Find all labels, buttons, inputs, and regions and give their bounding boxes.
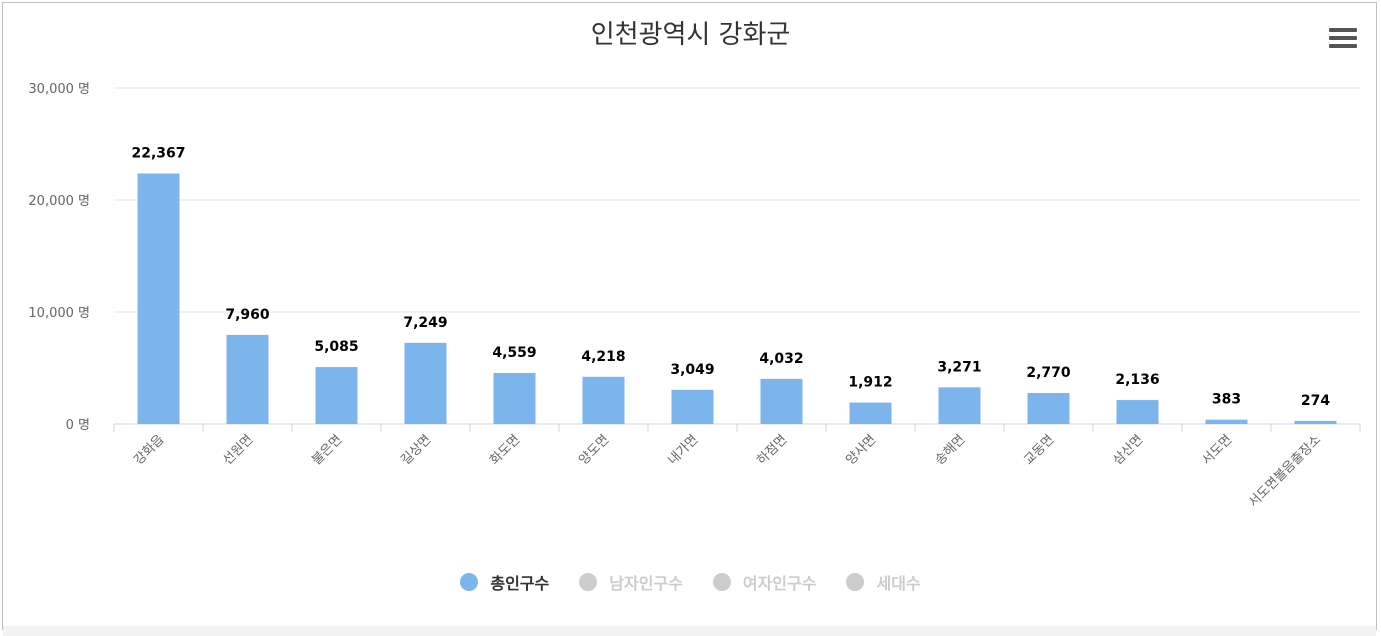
x-tick-label: 하점면 — [754, 432, 790, 468]
legend-item[interactable]: 세대수 — [846, 570, 921, 594]
x-tick-label: 선원면 — [220, 432, 256, 468]
bar — [315, 367, 358, 424]
data-label: 3,271 — [937, 359, 981, 375]
chart-plot: 0 명 10,000 명 20,000 명 30,000 명 22,367 강화읍 7,96… — [28, 82, 1361, 510]
y-tick-label: 0 명 — [66, 418, 90, 433]
bar — [1116, 400, 1159, 424]
legend-item[interactable]: 여자인구수 — [712, 570, 817, 594]
legend-label: 여자인구수 — [742, 574, 817, 593]
x-tick-label: 양사면 — [843, 432, 879, 468]
chart-title: 인천광역시 강화군 — [590, 20, 791, 50]
x-tick-label: 강화읍 — [131, 432, 167, 468]
data-label: 5,085 — [314, 339, 358, 355]
data-label: 3,049 — [670, 362, 714, 378]
legend-item[interactable]: 총인구수 — [460, 570, 549, 594]
data-label: 2,770 — [1026, 365, 1071, 381]
data-label: 22,367 — [131, 145, 185, 161]
data-label: 4,032 — [759, 351, 803, 367]
data-label: 7,249 — [403, 315, 447, 331]
legend-label: 남자인구수 — [609, 574, 683, 593]
bar — [137, 173, 180, 424]
x-tick-label: 내가면 — [665, 432, 701, 468]
bottom-strip — [3, 626, 1376, 636]
bar — [671, 389, 714, 424]
data-label: 4,559 — [492, 345, 536, 361]
x-tick-label: 화도면 — [487, 432, 523, 468]
legend-marker-icon — [846, 573, 865, 591]
x-tick-label: 교동면 — [1021, 432, 1057, 468]
bar — [938, 387, 981, 424]
legend-item[interactable]: 남자인구수 — [579, 570, 683, 594]
legend-label: 총인구수 — [490, 574, 550, 593]
y-tick-label: 30,000 명 — [28, 82, 90, 97]
legend-label: 세대수 — [876, 574, 921, 593]
data-label: 274 — [1301, 393, 1330, 409]
x-tick-label: 서도면 — [1199, 432, 1235, 468]
data-label: 1,912 — [848, 375, 892, 391]
data-label: 7,960 — [225, 307, 270, 323]
data-label: 4,218 — [581, 349, 625, 365]
data-label: 2,136 — [1115, 372, 1159, 388]
bar — [1294, 420, 1337, 424]
x-tick-label: 불은면 — [309, 432, 345, 468]
data-label: 383 — [1212, 392, 1241, 408]
x-tick-label: 길상면 — [398, 432, 434, 468]
legend: 총인구수 남자인구수 여자인구수 세대수 — [0, 570, 1381, 594]
bar — [849, 402, 892, 424]
bar — [1027, 392, 1070, 424]
y-tick-label: 10,000 명 — [28, 306, 90, 321]
bar — [1205, 419, 1248, 424]
legend-marker-icon — [712, 573, 731, 591]
bar — [226, 334, 269, 424]
legend-marker-icon — [579, 573, 598, 591]
bar — [404, 342, 447, 424]
x-tick-label: 서도면볼음출장소 — [1246, 432, 1324, 510]
y-tick-label: 20,000 명 — [28, 194, 90, 209]
x-tick-label: 양도면 — [576, 432, 612, 468]
bar — [760, 378, 803, 424]
bar — [582, 376, 625, 424]
hamburger-menu-icon[interactable] — [1329, 28, 1357, 50]
x-tick-label: 송해면 — [932, 432, 968, 468]
bar — [493, 372, 536, 424]
x-tick-label: 삼산면 — [1110, 432, 1146, 468]
legend-marker-icon — [460, 573, 479, 591]
